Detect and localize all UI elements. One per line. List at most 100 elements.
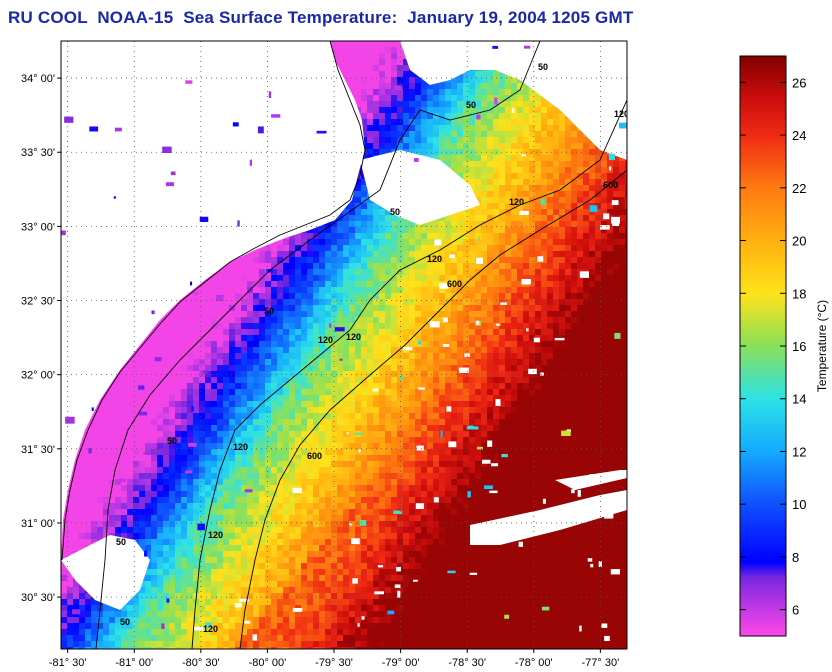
sst-cell [367, 113, 374, 120]
sst-cell [331, 239, 338, 246]
sst-cell [505, 245, 512, 252]
sst-cell [601, 251, 608, 258]
sst-cell [367, 143, 374, 150]
sst-cell [523, 335, 530, 342]
sst-cell [355, 185, 362, 192]
sst-cell [385, 41, 392, 48]
sst-cell [433, 107, 440, 114]
sst-cell [271, 305, 278, 312]
sst-cell [565, 185, 572, 192]
sst-cell [379, 119, 386, 126]
sst-cell [397, 275, 404, 282]
sst-cell [529, 239, 536, 246]
sst-cell [565, 227, 572, 234]
sst-cell [565, 203, 572, 210]
sst-cell [469, 269, 476, 276]
sst-cell [355, 173, 362, 180]
sst-cell [487, 215, 494, 222]
sst-cell [337, 53, 344, 60]
sst-cell [535, 287, 542, 294]
sst-cell [469, 347, 476, 354]
sst-cell [223, 263, 230, 270]
sst-cell [229, 269, 236, 276]
sst-cell [301, 317, 308, 324]
sst-cell [499, 179, 506, 186]
sst-cell [439, 137, 446, 144]
sst-cell [427, 245, 434, 252]
sst-cell [421, 95, 428, 102]
sst-cell [343, 53, 350, 60]
sst-cell [493, 77, 500, 84]
sst-cell [565, 125, 572, 132]
sst-cell [397, 311, 404, 318]
sst-cell [505, 341, 512, 348]
sst-cell [475, 299, 482, 306]
sst-cell [595, 167, 602, 174]
sst-cell [439, 107, 446, 114]
sst-cell [583, 137, 590, 144]
sst-cell [583, 209, 590, 216]
sst-cell [205, 305, 212, 312]
sst-cell [523, 251, 530, 258]
sst-cell [295, 233, 302, 240]
sst-cell [565, 179, 572, 186]
sst-cell [289, 263, 296, 270]
sst-cell [529, 227, 536, 234]
sst-cell [337, 59, 344, 66]
sst-cell [445, 107, 452, 114]
sst-cell [289, 317, 296, 324]
sst-cell [373, 263, 380, 270]
sst-cell [205, 275, 212, 282]
sst-cell [367, 77, 374, 84]
sst-cell [229, 299, 236, 306]
sst-cell [169, 317, 176, 324]
sst-cell [445, 143, 452, 150]
sst-cell [505, 185, 512, 192]
sst-cell [481, 83, 488, 90]
sst-cell [499, 77, 506, 84]
sst-cell [487, 101, 494, 108]
sst-cell [559, 341, 566, 348]
sst-cell [469, 107, 476, 114]
sst-cell [361, 197, 368, 204]
sst-cell [391, 95, 398, 102]
sst-cell [403, 269, 410, 276]
sst-cell [613, 311, 620, 318]
sst-cell [391, 53, 398, 60]
sst-cell [517, 119, 524, 126]
sst-cell [481, 245, 488, 252]
sst-cell [361, 59, 368, 66]
sst-cell [325, 269, 332, 276]
sst-cell [553, 143, 560, 150]
sst-cell [511, 317, 518, 324]
sst-cell [457, 161, 464, 168]
sst-cell [511, 125, 518, 132]
sst-cell [625, 347, 627, 354]
sst-cell [559, 191, 566, 198]
sst-cell [511, 299, 518, 306]
sst-cell [379, 137, 386, 144]
sst-cell [595, 149, 602, 156]
sst-cell [421, 329, 428, 336]
sst-cell [589, 329, 596, 336]
sst-cell [463, 263, 470, 270]
sst-cell [229, 287, 236, 294]
sst-cell [613, 299, 620, 306]
sst-cell [553, 323, 560, 330]
sst-cell [493, 209, 500, 216]
sst-cell [367, 89, 374, 96]
sst-cell [433, 113, 440, 120]
sst-cell [577, 275, 584, 282]
sst-cell [223, 281, 230, 288]
sst-cell [391, 335, 398, 342]
sst-cell [505, 173, 512, 180]
sst-cell [601, 335, 608, 342]
sst-cell [595, 191, 602, 198]
sst-cell [577, 197, 584, 204]
sst-cell [247, 281, 254, 288]
sst-cell [541, 233, 548, 240]
sst-cell [571, 335, 578, 342]
sst-cell [343, 317, 350, 324]
sst-cell [337, 245, 344, 252]
sst-cell [457, 317, 464, 324]
